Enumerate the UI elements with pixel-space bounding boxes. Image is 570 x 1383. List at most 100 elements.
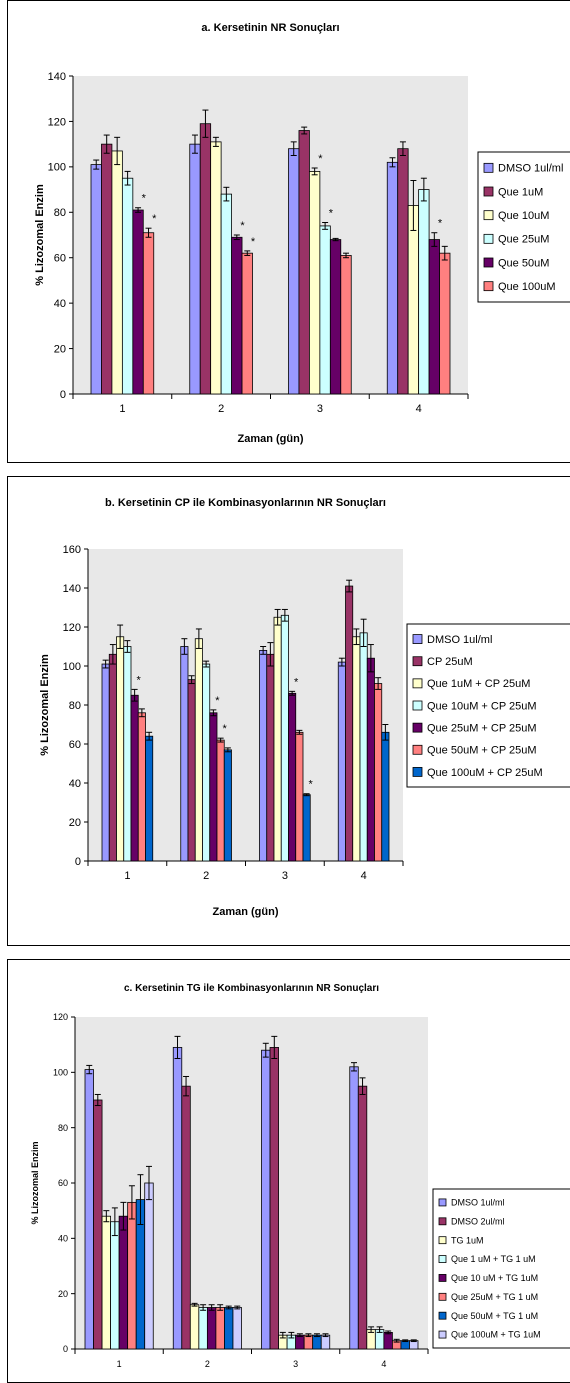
bar [349,1066,359,1350]
x-tick-label: 4 [361,870,367,882]
bar [266,653,275,862]
chart-c: c. Kersetinin TG ile Kombinasyonlarının … [30,983,570,1369]
y-tick-label: 0 [75,856,81,868]
bar [216,739,225,862]
legend-swatch [412,634,423,644]
legend-swatch [438,1274,447,1282]
bar [374,683,383,862]
x-tick-label: 4 [416,403,422,415]
bar [298,130,310,395]
bar [194,638,203,862]
y-tick-label: 40 [54,298,66,310]
bar [381,731,390,862]
significance-star: * [136,674,141,686]
x-tick-label: 2 [218,403,224,415]
legend-swatch [438,1217,447,1226]
bar [121,177,134,395]
bar [359,632,368,862]
chart-a: a. Kersetinin NR Sonuçları02040608010012… [34,22,570,445]
legend-swatch [412,722,423,733]
significance-star: * [294,676,299,688]
significance-star: * [152,213,157,225]
chart-title: a. Kersetinin NR Sonuçları [201,22,339,34]
bar [261,1049,271,1350]
y-tick-label: 0 [63,1344,68,1354]
legend-label: CP 25uM [427,656,473,668]
bar [231,236,243,395]
y-tick-label: 0 [60,389,66,401]
bar [302,794,311,862]
bar [142,232,155,395]
bar [386,161,399,395]
legend-swatch [483,281,494,292]
x-tick-label: 3 [282,870,288,882]
legend-label: TG 1uM [451,1235,484,1245]
bar [223,749,232,862]
legend-label: Que 25uM + CP 25uM [427,722,537,734]
bar [189,143,201,395]
bar [269,1047,279,1350]
y-tick-label: 120 [63,622,81,634]
legend-label: Que 50uM + CP 25uM [427,745,537,757]
bar [259,649,268,862]
bar [273,616,282,862]
x-tick-label: 3 [293,1359,298,1369]
bar [340,255,352,395]
legend-swatch [483,186,494,197]
bar [108,653,117,862]
bar [116,636,125,862]
legend-label: Que 10uM [498,210,549,222]
bar [137,712,146,862]
significance-star: * [329,208,334,220]
y-tick-label: 60 [69,739,81,751]
y-tick-label: 40 [58,1233,68,1243]
y-tick-label: 160 [63,544,81,556]
bar [93,1099,103,1350]
y-tick-label: 100 [63,661,81,673]
x-tick-label: 4 [381,1359,386,1369]
legend-label: Que 100uM + TG 1uM [451,1330,541,1340]
y-tick-label: 140 [63,583,81,595]
bar [320,1334,331,1350]
bar [110,1221,120,1350]
chart-panel-c: c. Kersetinin TG ile Kombinasyonlarının … [7,959,570,1383]
y-tick-label: 20 [58,1289,68,1299]
bar [118,1215,129,1350]
legend-label: Que 1 uM + TG 1 uM [451,1254,536,1264]
bar [206,1307,217,1350]
significance-star: * [215,695,220,707]
legend-label: Que 1uM + CP 25uM [427,678,530,690]
bar [187,679,196,862]
bar [209,712,218,862]
legend-swatch [438,1255,447,1263]
bar [319,225,331,395]
bar [366,657,375,862]
legend-swatch [483,233,494,244]
x-tick-label: 1 [117,1359,122,1369]
y-tick-label: 120 [48,116,66,128]
bar [303,1334,314,1350]
x-tick-label: 1 [124,870,130,882]
y-tick-label: 80 [58,1123,68,1133]
y-tick-label: 140 [48,71,66,83]
chart-panel-a: a. Kersetinin NR Sonuçları 0 20 40 60 80 100 12… [7,0,570,463]
y-axis-label: % Lizozomal Enzim [39,654,51,756]
legend-label: Que 50uM [498,257,549,269]
x-tick-label: 2 [203,870,209,882]
legend-label: DMSO 2ul/ml [451,1216,505,1226]
bar [439,252,451,395]
x-axis-label: Zaman (gün) [213,906,279,918]
significance-star: * [318,153,323,165]
bar [220,193,232,395]
significance-star: * [240,220,245,232]
bar [418,189,430,395]
bar [295,1334,305,1350]
bar [345,585,354,862]
bar [295,731,304,862]
bar [101,143,113,395]
bar [329,239,342,395]
y-tick-label: 20 [54,343,66,355]
y-tick-label: 80 [69,700,81,712]
x-tick-label: 2 [205,1359,210,1369]
chart-panel-b: b. Kersetinin CP ile Kombinasyonlarının … [7,476,570,946]
